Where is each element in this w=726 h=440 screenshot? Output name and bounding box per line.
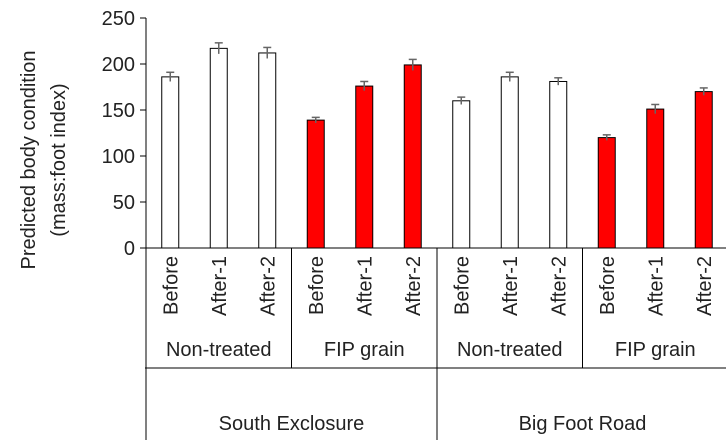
bar [647, 109, 664, 248]
y-tick-label: 250 [102, 8, 135, 30]
bar [210, 48, 227, 248]
category-labels: Before After-1 After-2 Before After-1 After-2… [160, 256, 716, 435]
x-tick-label: After-1 [209, 256, 231, 316]
y-axis-label-line-2: (mass:foot index) [48, 83, 70, 236]
site-group-label: Big Foot Road [519, 413, 647, 435]
x-tick-label: Before [451, 256, 473, 315]
x-tick-label: After-2 [548, 256, 570, 316]
x-tick-label: After-1 [645, 256, 667, 316]
bar [453, 101, 470, 248]
bar [259, 53, 276, 248]
y-tick-label: 0 [124, 238, 135, 260]
bar [501, 77, 518, 248]
bar [307, 120, 324, 248]
x-tick-label: Before [306, 256, 328, 315]
site-group-label: South Exclosure [219, 413, 365, 435]
x-tick-label: After-2 [257, 256, 279, 316]
treatment-group-label: FIP grain [615, 339, 696, 361]
treatment-group-label: Non-treated [166, 339, 272, 361]
y-axis-label-line-1: Predicted body condition [18, 50, 40, 269]
x-tick-label: After-2 [403, 256, 425, 316]
y-tick-label: 100 [102, 146, 135, 168]
x-tick-label: Before [160, 256, 182, 315]
treatment-group-label: Non-treated [457, 339, 563, 361]
x-tick-label: Before [597, 256, 619, 315]
x-tick-label: After-2 [694, 256, 716, 316]
bar [695, 92, 712, 248]
bar [356, 86, 373, 248]
x-tick-label: After-1 [500, 256, 522, 316]
plot-area [162, 43, 713, 248]
y-tick-label: 200 [102, 54, 135, 76]
bar [162, 77, 179, 248]
x-tick-label: After-1 [354, 256, 376, 316]
y-tick-label: 150 [102, 100, 135, 122]
bar [550, 81, 567, 248]
bar [404, 65, 421, 248]
bar [598, 138, 615, 248]
y-tick-label: 50 [113, 192, 135, 214]
treatment-group-label: FIP grain [324, 339, 405, 361]
y-axis-label: Predicted body condition (mass:foot inde… [18, 50, 70, 269]
